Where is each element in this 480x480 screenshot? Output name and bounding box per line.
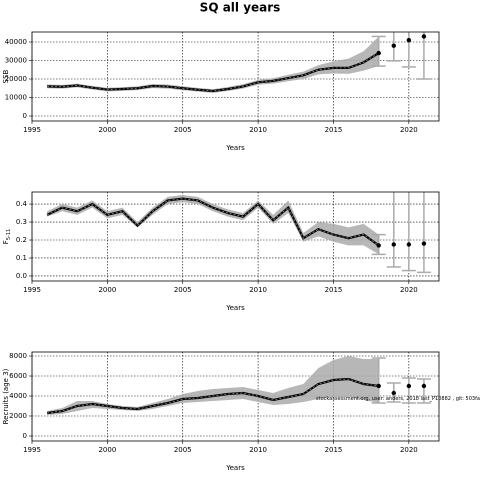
forecast-point — [421, 241, 427, 246]
y-tick-label: 30000 — [5, 56, 27, 64]
y-tick-label: 0.2 — [16, 236, 27, 244]
caption: stockassessment.org, user: anders, 2018 … — [316, 396, 480, 402]
x-axis-label: Years — [225, 144, 245, 152]
x-tick-label: 1995 — [23, 446, 41, 454]
y-tick-label: 0 — [23, 112, 27, 120]
y-axis-label: F5-11 — [2, 229, 12, 244]
y-tick-label: 0 — [23, 432, 27, 440]
panel: 0 10000 20000 30000 40000 1995 2000 2005 2010 201… — [2, 31, 440, 152]
x-tick-label: 2020 — [400, 446, 418, 454]
panel: 0.0 0.1 0.2 0.3 0.4 1995 2000 2005 2010 2015 2020 Y… — [2, 191, 440, 312]
y-tick-label: 40000 — [5, 38, 27, 46]
forecast-point — [421, 383, 427, 389]
confidence-band — [47, 356, 379, 415]
y-tick-label: 10000 — [5, 94, 27, 102]
forecast-point — [406, 242, 412, 247]
forecast-point — [391, 242, 396, 247]
x-tick-label: 2015 — [325, 126, 343, 134]
x-axis-label: Years — [225, 464, 245, 472]
confidence-band — [47, 36, 379, 93]
y-tick-label: 2000 — [9, 412, 27, 420]
figure-title: SQ all years — [200, 1, 281, 15]
forecast-point — [376, 50, 381, 56]
forecast-point — [376, 383, 381, 389]
x-tick-label: 1995 — [23, 286, 41, 294]
x-tick-label: 2005 — [174, 286, 192, 294]
x-tick-label: 2010 — [249, 446, 267, 454]
x-tick-label: 2020 — [400, 286, 418, 294]
forecast-point — [391, 390, 396, 396]
x-tick-label: 2020 — [400, 126, 418, 134]
y-tick-label: 6000 — [9, 372, 27, 380]
y-tick-label: 4000 — [9, 392, 27, 400]
y-tick-label: 0.3 — [16, 218, 27, 226]
panel: 0 2000 4000 6000 8000 1995 2000 2005 2010 2015 202… — [2, 351, 480, 472]
x-tick-label: 2000 — [98, 126, 116, 134]
estimate-line-dash — [46, 198, 379, 246]
x-tick-label: 2000 — [98, 286, 116, 294]
x-axis-label: Years — [225, 304, 245, 312]
forecast-point — [391, 43, 396, 48]
y-tick-label: 0.1 — [16, 254, 27, 262]
y-axis-label-sub: 5-11 — [6, 229, 12, 240]
x-tick-label: 2005 — [174, 126, 192, 134]
axes-frame — [31, 351, 440, 442]
x-tick-label: 2005 — [174, 446, 192, 454]
forecast-point — [406, 383, 412, 389]
y-tick-label: 20000 — [5, 75, 27, 83]
estimate-line — [47, 52, 380, 93]
y-axis-label-main: Recruits (age 3) — [2, 368, 10, 424]
x-tick-label: 2010 — [249, 126, 267, 134]
caption-area: stockassessment.org, user: anders, 2018 … — [316, 396, 480, 402]
forecast-point — [406, 37, 412, 43]
estimate-line-dash — [47, 378, 379, 414]
y-axis-label: Recruits (age 3) — [2, 368, 10, 424]
y-tick-label: 0.0 — [16, 272, 27, 280]
axes-frame — [31, 31, 440, 122]
x-tick-label: 1995 — [23, 126, 41, 134]
axes-frame — [31, 191, 440, 282]
y-axis-label: SSB — [2, 69, 10, 83]
plot-area — [46, 192, 431, 274]
x-tick-label: 2000 — [98, 446, 116, 454]
plot-area — [46, 356, 431, 415]
y-tick-label: 8000 — [9, 352, 27, 360]
y-axis-label-main: F — [2, 240, 10, 244]
y-tick-label: 0.4 — [16, 200, 28, 208]
plot-area — [47, 32, 431, 93]
x-tick-label: 2015 — [325, 286, 343, 294]
x-tick-label: 2010 — [249, 286, 267, 294]
forecast-point — [421, 34, 427, 39]
y-axis-label-main: SSB — [2, 69, 10, 83]
x-tick-label: 2015 — [325, 446, 343, 454]
forecast-point — [376, 243, 381, 248]
